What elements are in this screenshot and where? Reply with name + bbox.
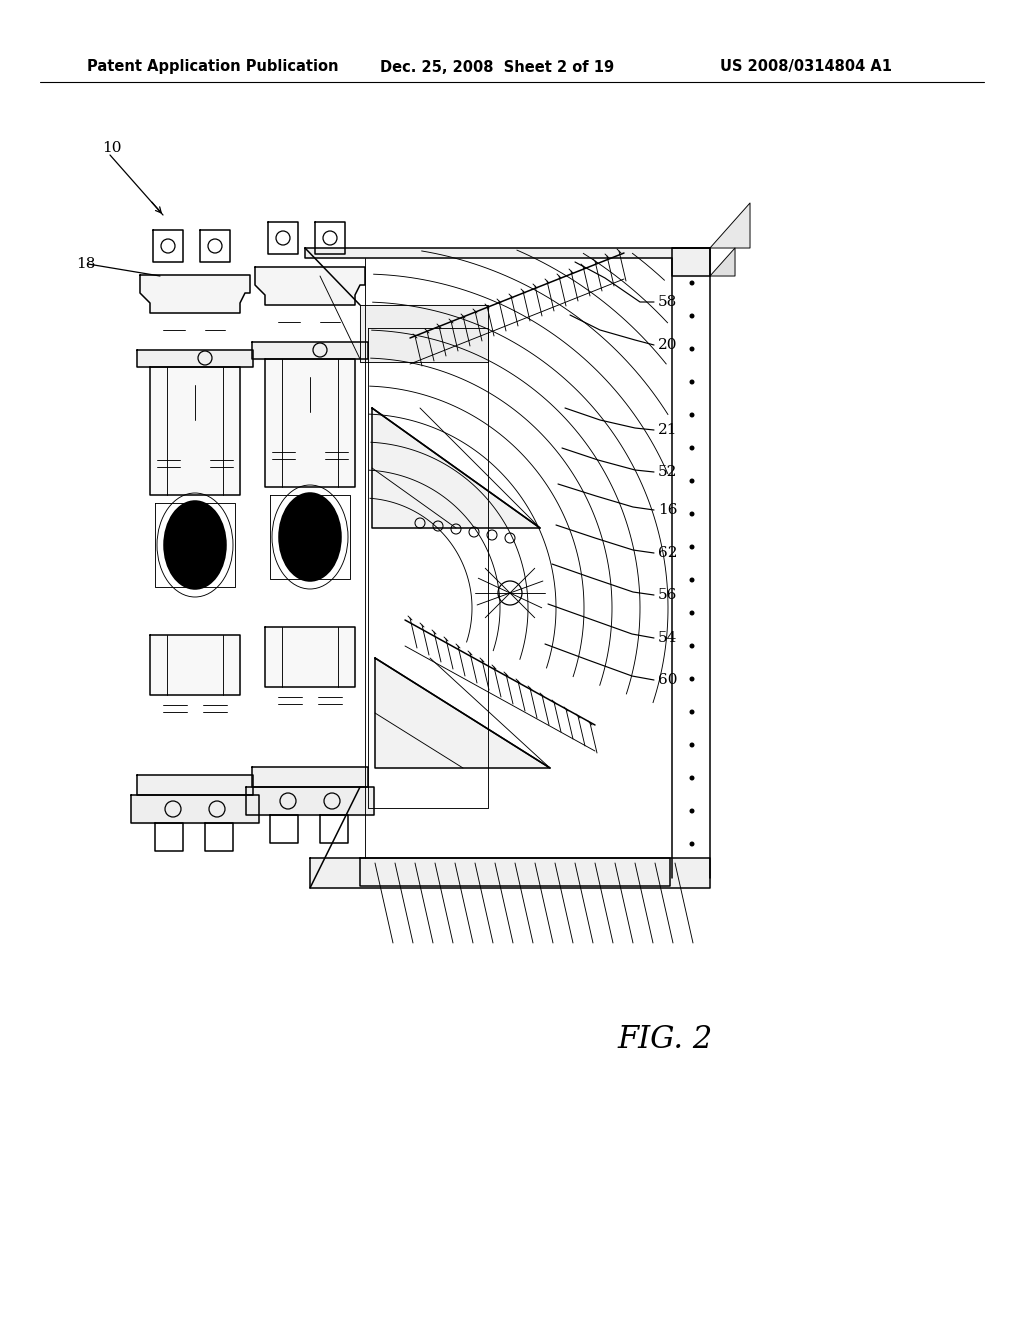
Ellipse shape xyxy=(689,676,694,681)
Text: 62: 62 xyxy=(658,546,678,560)
Polygon shape xyxy=(710,248,735,276)
Ellipse shape xyxy=(279,492,341,581)
Ellipse shape xyxy=(689,380,694,384)
Ellipse shape xyxy=(689,314,694,318)
Ellipse shape xyxy=(164,502,226,589)
Polygon shape xyxy=(360,305,488,362)
Ellipse shape xyxy=(689,644,694,648)
Ellipse shape xyxy=(689,808,694,813)
Text: 58: 58 xyxy=(658,294,677,309)
Text: 52: 52 xyxy=(658,465,677,479)
Polygon shape xyxy=(246,787,374,814)
Polygon shape xyxy=(265,627,355,686)
Polygon shape xyxy=(265,359,355,487)
Ellipse shape xyxy=(689,479,694,483)
Text: Patent Application Publication: Patent Application Publication xyxy=(87,59,339,74)
Polygon shape xyxy=(140,275,250,313)
Polygon shape xyxy=(672,203,750,248)
Ellipse shape xyxy=(689,710,694,714)
Ellipse shape xyxy=(689,610,694,615)
Ellipse shape xyxy=(689,412,694,417)
Polygon shape xyxy=(150,635,240,696)
Polygon shape xyxy=(310,858,710,888)
Ellipse shape xyxy=(689,842,694,846)
Ellipse shape xyxy=(689,446,694,450)
Text: 60: 60 xyxy=(658,673,678,686)
Text: 10: 10 xyxy=(102,141,122,154)
Polygon shape xyxy=(372,408,540,528)
Ellipse shape xyxy=(689,281,694,285)
Polygon shape xyxy=(131,795,259,822)
Polygon shape xyxy=(252,342,368,359)
Text: 16: 16 xyxy=(658,503,678,517)
Text: 56: 56 xyxy=(658,587,677,602)
Polygon shape xyxy=(150,367,240,495)
Ellipse shape xyxy=(689,742,694,747)
Polygon shape xyxy=(255,267,365,305)
Polygon shape xyxy=(252,767,368,787)
Text: 21: 21 xyxy=(658,422,678,437)
Polygon shape xyxy=(137,350,253,367)
Polygon shape xyxy=(137,775,253,795)
Text: 54: 54 xyxy=(658,631,677,645)
Ellipse shape xyxy=(689,578,694,582)
Text: Dec. 25, 2008  Sheet 2 of 19: Dec. 25, 2008 Sheet 2 of 19 xyxy=(380,59,614,74)
Text: FIG. 2: FIG. 2 xyxy=(617,1024,713,1056)
Text: 18: 18 xyxy=(76,257,95,271)
Ellipse shape xyxy=(689,776,694,780)
Text: US 2008/0314804 A1: US 2008/0314804 A1 xyxy=(720,59,892,74)
Ellipse shape xyxy=(689,346,694,351)
Ellipse shape xyxy=(689,544,694,549)
Polygon shape xyxy=(375,657,550,768)
Polygon shape xyxy=(305,248,710,276)
Text: 20: 20 xyxy=(658,338,678,352)
Ellipse shape xyxy=(689,511,694,516)
